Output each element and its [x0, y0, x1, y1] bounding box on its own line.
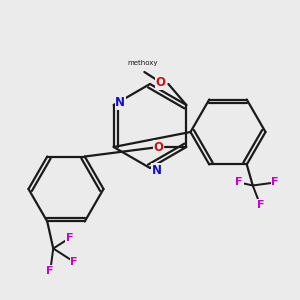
- Text: O: O: [156, 76, 166, 89]
- Text: F: F: [272, 178, 279, 188]
- Text: F: F: [66, 233, 74, 243]
- Text: methoxy: methoxy: [128, 60, 158, 66]
- Text: F: F: [46, 266, 54, 276]
- Text: O: O: [154, 140, 164, 154]
- Text: F: F: [236, 178, 243, 188]
- Text: N: N: [152, 164, 162, 177]
- Text: N: N: [115, 96, 125, 109]
- Text: F: F: [70, 257, 78, 267]
- Text: F: F: [256, 200, 264, 210]
